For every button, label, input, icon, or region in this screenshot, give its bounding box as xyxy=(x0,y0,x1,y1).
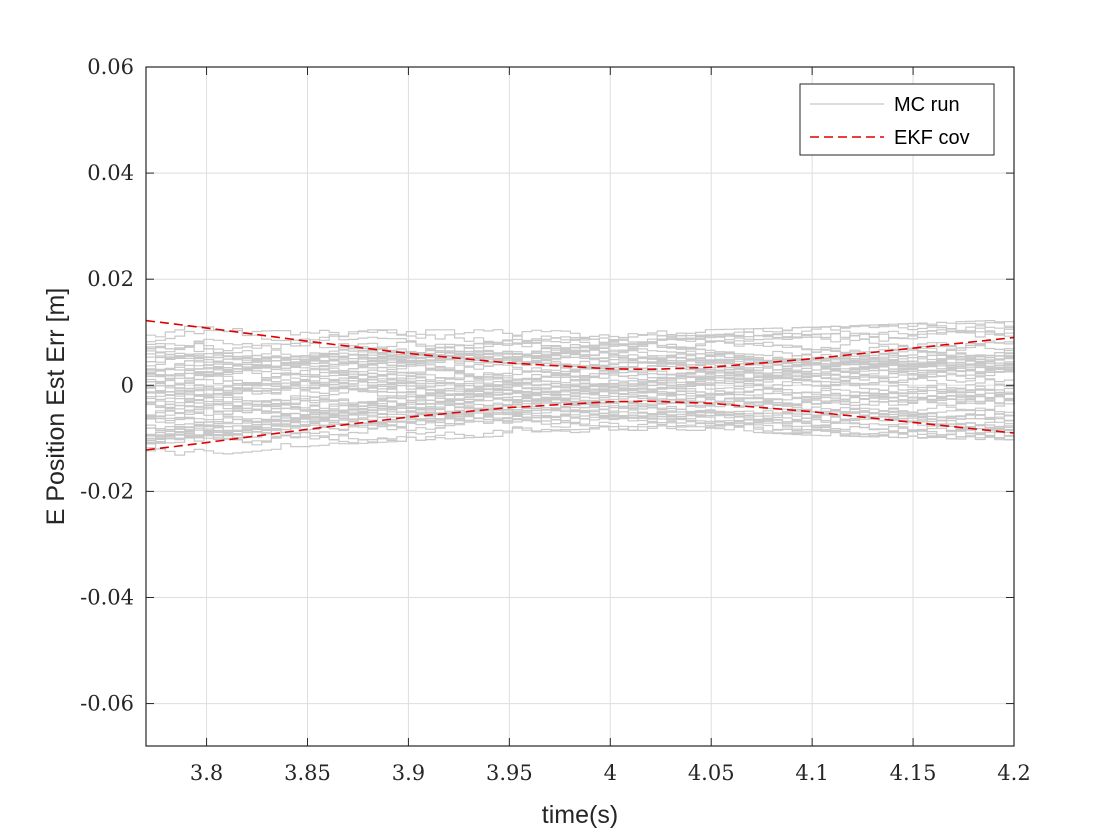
legend-label-ekf-cov: EKF cov xyxy=(894,127,970,149)
mc-run-line xyxy=(146,385,1015,437)
x-tick-label: 3.85 xyxy=(284,761,331,785)
y-tick-labels: 0.06 0.04 0.02 0 -0.02 -0.04 -0.06 xyxy=(80,55,134,716)
mc-run-line xyxy=(146,385,1015,449)
ticks xyxy=(146,66,1015,746)
mc-run-line xyxy=(146,367,1015,401)
mc-run-line xyxy=(146,354,1015,395)
axes-box xyxy=(145,66,1015,747)
mc-run-line xyxy=(146,320,1015,354)
ekf-cov-series xyxy=(145,319,1015,451)
mc-run-line xyxy=(146,352,1015,375)
x-tick-label: 3.95 xyxy=(486,761,533,785)
mc-run-line xyxy=(146,328,1015,356)
mc-run-line xyxy=(146,342,1015,389)
y-tick-label: -0.02 xyxy=(80,479,134,503)
x-tick-label: 3.8 xyxy=(190,761,223,785)
legend-label-mc-run: MC run xyxy=(894,94,960,116)
y-tick-label: 0.04 xyxy=(87,161,134,185)
x-tick-label: 3.9 xyxy=(392,761,425,785)
mc-run-line xyxy=(146,416,1015,444)
x-axis-label: time(s) xyxy=(542,801,618,829)
legend: MC run EKF cov xyxy=(799,83,995,156)
mc-run-series xyxy=(146,319,1015,456)
y-tick-label: -0.06 xyxy=(80,692,134,716)
mc-run-line xyxy=(146,358,1015,406)
ekf-cov-upper-line xyxy=(145,319,1015,371)
y-tick-label: 0.06 xyxy=(87,55,134,79)
x-tick-label: 4.1 xyxy=(795,761,828,785)
x-tick-labels: 3.8 3.85 3.9 3.95 4 4.05 4.1 4.15 4.2 xyxy=(190,761,1031,785)
ekf-cov-lower-line xyxy=(145,400,1015,451)
mc-run-line xyxy=(146,345,1015,366)
x-tick-label: 4 xyxy=(604,761,617,785)
y-tick-label: -0.04 xyxy=(80,585,134,609)
x-tick-label: 4.2 xyxy=(997,761,1030,785)
x-tick-label: 4.15 xyxy=(890,761,937,785)
mc-run-line xyxy=(146,322,1015,345)
mc-run-line xyxy=(146,407,1015,437)
y-axis-label: E Position Est Err [m] xyxy=(42,288,70,526)
legend-box xyxy=(799,83,995,156)
x-tick-label: 4.05 xyxy=(688,761,735,785)
y-tick-label: 0 xyxy=(121,373,134,397)
y-tick-label: 0.02 xyxy=(87,267,134,291)
